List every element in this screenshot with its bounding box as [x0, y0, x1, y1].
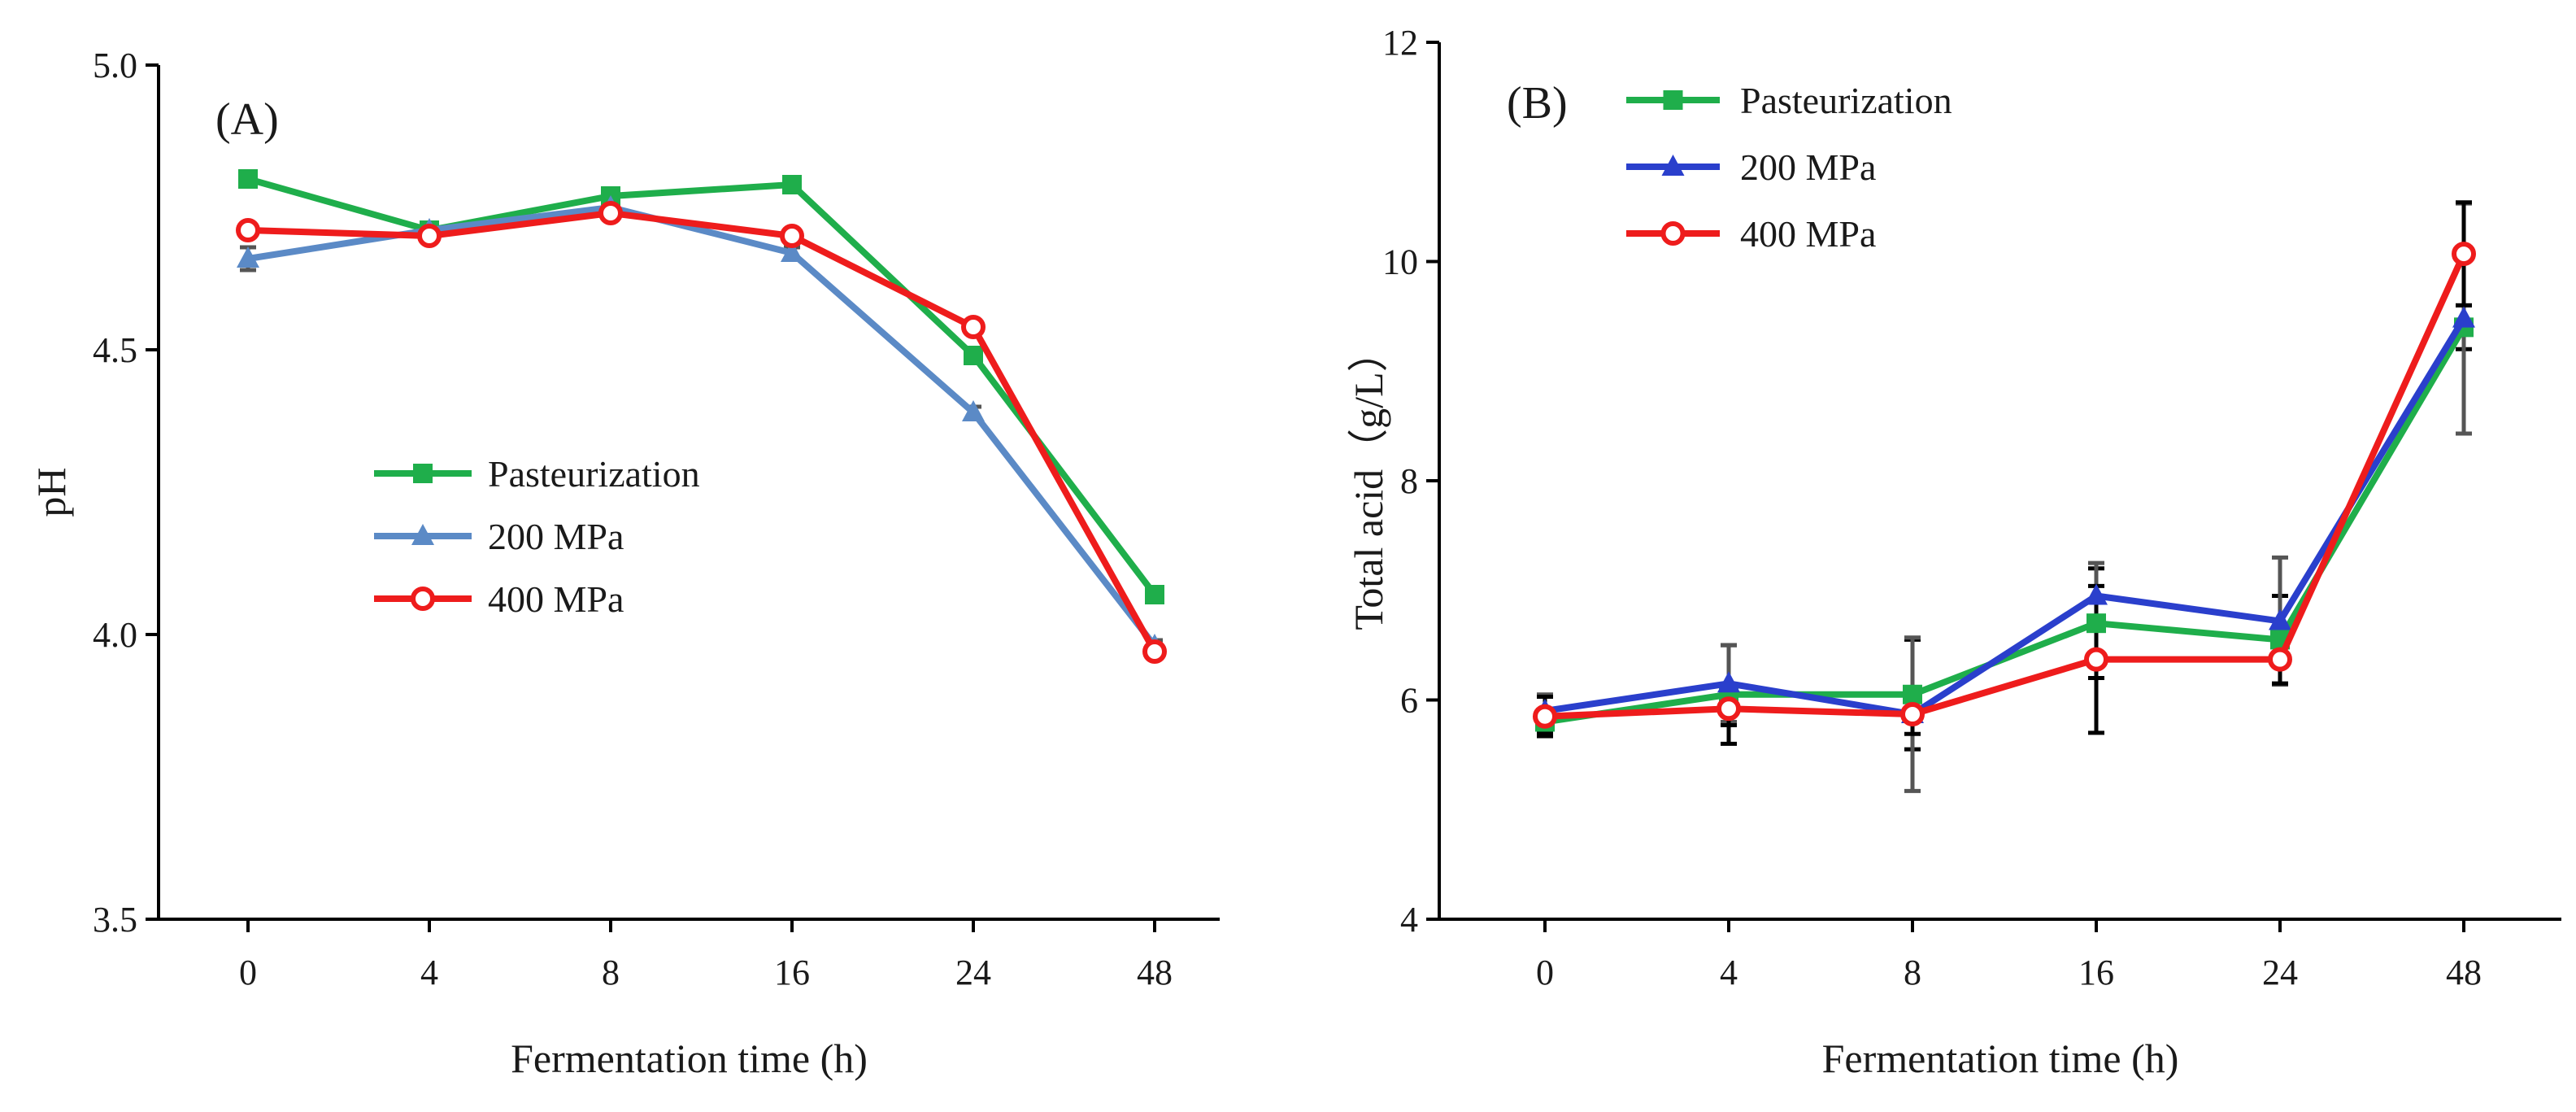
x-axis-title: Fermentation time (h)	[1822, 1036, 2179, 1081]
x-tick-label: 8	[1904, 953, 1921, 992]
data-point	[962, 400, 985, 421]
data-point	[237, 246, 259, 268]
panel-label: (A)	[215, 94, 279, 145]
x-tick-label: 4	[420, 953, 438, 992]
legend-label: 400 MPa	[488, 578, 624, 620]
legend-marker	[411, 524, 434, 545]
data-point	[964, 346, 983, 365]
y-tick-label: 4.0	[93, 615, 137, 655]
legend-item: 400 MPa	[1626, 213, 1876, 255]
data-point	[2269, 608, 2291, 630]
y-tick-label: 8	[1400, 461, 1418, 501]
legend-label: 400 MPa	[1740, 213, 1876, 255]
series-line	[247, 210, 1158, 653]
data-point	[2268, 647, 2292, 672]
x-tick-label: 16	[774, 953, 810, 992]
legend-item: 200 MPa	[1626, 146, 1876, 188]
data-point	[2086, 613, 2106, 634]
legend-marker	[413, 464, 433, 483]
x-tick-label: 48	[1137, 953, 1173, 992]
legend-marker	[1663, 90, 1683, 110]
y-tick-label: 5.0	[93, 46, 137, 85]
x-tick-label: 24	[955, 953, 991, 992]
data-point	[1903, 684, 1922, 704]
data-point	[781, 241, 803, 262]
x-tick-label: 16	[2078, 953, 2114, 992]
data-point	[2084, 647, 2108, 672]
data-point	[961, 315, 986, 339]
data-point	[782, 175, 802, 194]
data-point	[598, 201, 623, 225]
legend-item: Pasteurization	[1626, 80, 1952, 121]
series-line	[246, 176, 1158, 597]
x-tick-label: 4	[1720, 953, 1738, 992]
x-axis-title: Fermentation time (h)	[511, 1036, 868, 1081]
legend-item: 200 MPa	[374, 516, 624, 557]
data-point	[417, 224, 442, 248]
panel-label: (B)	[1507, 78, 1568, 129]
data-point	[1717, 696, 1741, 722]
x-tick-label: 0	[239, 953, 257, 992]
legend-label: Pasteurization	[488, 453, 700, 495]
series-line	[1544, 252, 2467, 720]
legend-marker	[411, 587, 435, 611]
y-tick-label: 12	[1382, 23, 1418, 63]
data-point	[236, 218, 260, 242]
legend-label: 200 MPa	[1740, 146, 1876, 188]
y-tick-label: 4.5	[93, 330, 137, 370]
y-tick-label: 3.5	[93, 900, 137, 940]
series-line	[1544, 325, 2467, 726]
data-point	[1145, 585, 1164, 604]
legend-marker	[1660, 221, 1686, 246]
data-point	[2085, 583, 2108, 605]
y-tick-label: 10	[1382, 242, 1418, 282]
data-point	[2452, 306, 2475, 328]
data-point	[1533, 704, 1557, 729]
series-line	[1544, 316, 2467, 718]
x-tick-label: 0	[1536, 953, 1554, 992]
y-axis-title: pH	[28, 467, 74, 517]
data-point	[2452, 242, 2476, 267]
data-point	[780, 224, 804, 248]
legend-item: 400 MPa	[374, 578, 624, 620]
x-tick-label: 48	[2446, 953, 2482, 992]
data-point	[1717, 671, 1740, 693]
x-tick-label: 24	[2262, 953, 2298, 992]
y-tick-label: 6	[1400, 681, 1418, 721]
y-tick-label: 4	[1400, 900, 1418, 940]
legend-label: Pasteurization	[1740, 80, 1952, 121]
legend-item: Pasteurization	[374, 453, 700, 495]
series-line	[247, 204, 1158, 648]
legend-marker	[1661, 155, 1685, 176]
data-point	[1142, 639, 1167, 664]
x-tick-label: 8	[602, 953, 620, 992]
data-point	[238, 169, 258, 189]
legend-label: 200 MPa	[488, 516, 624, 557]
data-point	[1900, 702, 1925, 727]
y-axis-title: Total acid（g/L）	[1346, 331, 1391, 630]
